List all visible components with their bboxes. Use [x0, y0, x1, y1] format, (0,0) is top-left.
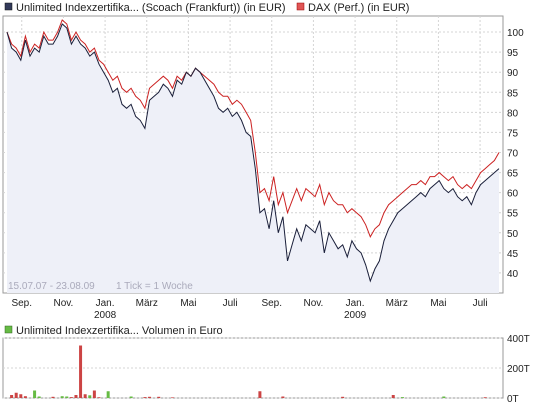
legend-swatch-series-1 — [4, 2, 13, 11]
tick-note-label: 1 Tick = 1 Woche — [116, 281, 193, 292]
x-tick-label: Juli — [473, 298, 488, 309]
y-tick-label: 85 — [507, 88, 519, 99]
x-tick-label: Mai — [430, 298, 446, 309]
x-tick-label: März — [386, 298, 408, 309]
vol-y-tick-label: 0T — [507, 394, 519, 405]
date-range-label: 15.07.07 - 23.08.09 — [8, 281, 95, 292]
y-tick-label: 65 — [507, 169, 519, 180]
volume-bar — [23, 396, 27, 398]
volume-bar — [10, 395, 14, 398]
volume-bar — [148, 396, 152, 398]
volume-bar — [92, 390, 96, 398]
vol-y-tick-label: 400T — [507, 334, 530, 345]
volume-bar — [143, 397, 147, 398]
volume-bar — [258, 391, 262, 398]
volume-bar — [483, 397, 487, 398]
x-year-label: 2009 — [344, 310, 367, 321]
volume-legend-swatch — [4, 325, 13, 334]
volume-bar — [129, 396, 133, 398]
volume-bar — [51, 396, 55, 398]
x-year-label: 2008 — [94, 310, 117, 321]
x-tick-label: Jan. — [96, 298, 115, 309]
y-axis-ticks: 40 45 50 55 60 65 70 75 80 85 90 95 100 — [507, 28, 524, 280]
y-tick-label: 55 — [507, 209, 519, 220]
volume-bar — [171, 397, 175, 398]
y-tick-label: 90 — [507, 68, 519, 79]
legend-label-series-2: DAX (Perf.) (in EUR) — [308, 2, 409, 14]
volume-bars — [10, 345, 487, 398]
x-tick-label: Nov. — [54, 298, 74, 309]
x-tick-label: Nov. — [304, 298, 324, 309]
volume-bar — [33, 390, 37, 398]
y-tick-label: 50 — [507, 229, 519, 240]
y-tick-label: 100 — [507, 28, 524, 39]
x-tick-label: Juli — [223, 298, 238, 309]
volume-bar — [442, 396, 446, 398]
y-tick-label: 75 — [507, 128, 519, 139]
volume-bar — [60, 396, 64, 398]
y-tick-label: 40 — [507, 269, 519, 280]
series-area-fill — [7, 24, 499, 293]
volume-bar — [74, 395, 78, 398]
volume-bar — [97, 397, 101, 398]
volume-bar — [391, 395, 395, 398]
y-tick-label: 80 — [507, 108, 519, 119]
volume-bar — [106, 391, 110, 398]
legend-label-series-1: Unlimited Indexzertifika... (Scoach (Fra… — [16, 2, 286, 14]
volume-bar — [400, 397, 404, 398]
volume-bar — [14, 392, 18, 398]
volume-bar — [69, 397, 73, 398]
volume-bar — [65, 396, 69, 398]
x-axis-ticks: Sep. Nov. Jan. März Mai Juli Sep. Nov. Jan. März M… — [11, 298, 487, 321]
volume-bar — [19, 394, 23, 398]
vol-y-tick-label: 200T — [507, 364, 530, 375]
y-tick-label: 95 — [507, 48, 519, 59]
x-tick-label: März — [136, 298, 158, 309]
x-tick-label: Mai — [180, 298, 196, 309]
volume-y-ticks: 0T 200T 400T — [507, 334, 530, 405]
volume-bar — [37, 396, 41, 398]
certificate-line — [6, 23, 500, 283]
y-tick-label: 45 — [507, 249, 519, 260]
volume-legend-label: Unlimited Indexzertifika... Volumen in E… — [16, 325, 223, 337]
legend-swatch-series-2 — [296, 2, 305, 11]
volume-bar — [83, 394, 87, 398]
y-tick-label: 60 — [507, 189, 519, 200]
y-tick-label: 70 — [507, 148, 519, 159]
x-tick-label: Sep. — [261, 298, 282, 309]
volume-bar — [157, 396, 161, 398]
volume-bar — [88, 395, 92, 398]
x-tick-label: Sep. — [11, 298, 32, 309]
x-tick-label: Jan. — [346, 298, 365, 309]
volume-bar — [79, 345, 83, 398]
volume-grid — [3, 337, 503, 399]
dax-line — [6, 19, 500, 238]
volume-bar — [341, 396, 345, 398]
volume-bar — [281, 396, 285, 398]
